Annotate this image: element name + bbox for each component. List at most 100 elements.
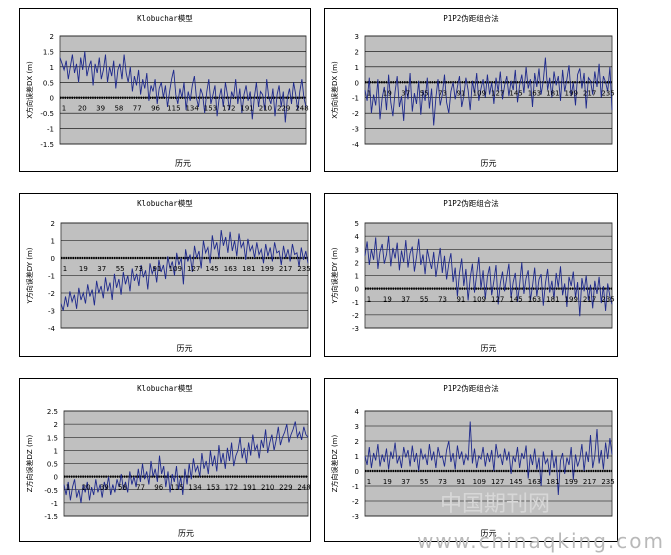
- x-tick-label: 210: [261, 484, 274, 492]
- x-tick-label: 217: [279, 265, 292, 273]
- x-tick-label: 1: [63, 265, 67, 273]
- y-tick-label: 1: [355, 273, 359, 281]
- chart-panel: 2 1.5 1 0.5 0 -0.5 -1 -1.5 1 20 39 58 77 96 115 134 153 1…: [19, 8, 311, 172]
- chart-svg: 2 1.5 1 0.5 0 -0.5 -1 -1.5 1 20 39 58 77 96 115 134 153 1…: [20, 9, 310, 171]
- y-tick-label: -3: [352, 325, 359, 333]
- x-tick-label: 235: [601, 478, 614, 486]
- x-tick-label: 172: [225, 484, 238, 492]
- y-tick-label: -1: [352, 95, 359, 103]
- x-tick-label: 181: [242, 265, 255, 273]
- x-tick-label: 55: [420, 478, 429, 486]
- x-tick-label: 77: [133, 105, 142, 113]
- x-tick-label: 55: [420, 89, 429, 97]
- y-tick-label: 3: [355, 33, 359, 41]
- chart-title: P1P2伪距组合法: [443, 13, 499, 23]
- y-tick-label: 2: [51, 220, 55, 228]
- x-tick-label: 91: [152, 265, 161, 273]
- x-tick-label: 77: [136, 484, 145, 492]
- x-tick-label: 210: [259, 105, 272, 113]
- y-tick-label: 4: [355, 408, 360, 416]
- x-tick-label: 235: [297, 265, 310, 273]
- x-tick-label: 217: [583, 296, 596, 304]
- x-tick-label: 37: [401, 296, 410, 304]
- chart-title: Klobuchar模型: [137, 198, 193, 208]
- chart-svg: 2.5 2 1.5 1 0.5 0 -0.5 -1 -1.5 1 20 39 58 77 96 115 134 1…: [20, 379, 310, 541]
- x-tick-label: 91: [456, 89, 465, 97]
- y-tick-label: 1: [51, 238, 55, 246]
- y-tick-label: 0.5: [43, 79, 54, 87]
- x-tick-label: 217: [583, 478, 596, 486]
- y-tick-label: 2: [355, 48, 359, 56]
- y-tick-label: -2: [48, 290, 55, 298]
- y-tick-label: -2: [352, 498, 359, 506]
- x-tick-label: 199: [261, 265, 274, 273]
- y-tick-label: 2: [355, 438, 359, 446]
- x-tick-label: 39: [96, 105, 105, 113]
- x-axis-label: 历元: [177, 344, 193, 353]
- x-tick-label: 96: [154, 484, 163, 492]
- y-axis-label: Z方向误差DZ (m): [25, 434, 34, 492]
- x-tick-label: 181: [546, 478, 559, 486]
- y-tick-label: 2: [355, 259, 359, 267]
- x-tick-label: 1: [66, 484, 70, 492]
- y-tick-label: 1: [54, 447, 58, 455]
- x-tick-label: 58: [118, 484, 127, 492]
- x-tick-label: 229: [277, 105, 290, 113]
- y-tick-label: -4: [48, 325, 56, 333]
- y-tick-label: -1.5: [40, 141, 54, 149]
- y-tick-label: -3: [48, 308, 55, 316]
- x-tick-label: 235: [601, 89, 614, 97]
- y-tick-label: 1: [355, 453, 359, 461]
- y-axis-label: X方向误差DX (m): [25, 61, 34, 119]
- x-tick-label: 73: [438, 478, 447, 486]
- x-tick-label: 163: [528, 478, 541, 486]
- chart-title: Klobuchar模型: [137, 13, 193, 23]
- x-tick-label: 109: [473, 478, 486, 486]
- x-tick-label: 109: [169, 265, 182, 273]
- y-tick-label: -2: [352, 312, 359, 320]
- x-tick-label: 109: [473, 296, 486, 304]
- x-tick-label: 134: [188, 484, 202, 492]
- y-axis-label: Z方向误差DZ (m): [330, 434, 339, 492]
- x-tick-label: 181: [546, 89, 559, 97]
- y-tick-label: 0: [50, 95, 54, 103]
- x-axis-label: 历元: [481, 159, 497, 168]
- x-tick-label: 39: [100, 484, 109, 492]
- x-tick-label: 20: [78, 105, 87, 113]
- chart-title: P1P2伪距组合法: [443, 198, 499, 208]
- x-tick-label: 19: [79, 265, 88, 273]
- y-tick-label: 1.5: [43, 48, 54, 56]
- chart-title: Klobuchar模型: [137, 383, 193, 393]
- x-tick-label: 19: [383, 89, 392, 97]
- x-tick-label: 145: [509, 478, 522, 486]
- x-tick-label: 1: [367, 89, 371, 97]
- watermark-url: www.chinaqking.com: [417, 529, 665, 553]
- chart-panel: 3 2 1 0 -1 -2 -3 -4 1 19 37 55 73 91 109 127 145 163 181 19…: [324, 8, 618, 172]
- chart-panel: 2.5 2 1.5 1 0.5 0 -0.5 -1 -1.5 1 20 39 58 77 96 115 134 1…: [19, 378, 311, 542]
- x-tick-label: 191: [240, 105, 253, 113]
- x-tick-label: 73: [134, 265, 143, 273]
- x-tick-label: 73: [438, 296, 447, 304]
- x-tick-label: 19: [383, 478, 392, 486]
- y-axis-label: Y方向误差DY (m): [25, 247, 34, 304]
- x-tick-label: 235: [601, 296, 614, 304]
- x-tick-label: 1: [367, 478, 371, 486]
- x-axis-label: 历元: [175, 159, 191, 168]
- x-tick-label: 19: [383, 296, 392, 304]
- x-tick-label: 181: [546, 296, 559, 304]
- x-tick-label: 127: [491, 89, 504, 97]
- x-tick-label: 248: [297, 484, 310, 492]
- x-tick-label: 115: [167, 105, 180, 113]
- x-tick-label: 134: [185, 105, 199, 113]
- y-tick-label: -3: [352, 126, 359, 134]
- y-tick-label: -3: [352, 513, 359, 521]
- chart-panel: 2 1 0 -1 -2 -3 -4 1 19 37 55 73 91 109 127 145 163 181 199…: [19, 193, 311, 357]
- x-tick-label: 96: [151, 105, 160, 113]
- x-tick-label: 191: [243, 484, 256, 492]
- y-tick-label: 4: [355, 233, 360, 241]
- y-tick-label: 0: [54, 474, 58, 482]
- chart-panel: 5 4 3 2 1 0 -1 -2 -3 1 19 37 55 73 91 109 127 145 163 181 19…: [324, 193, 618, 357]
- x-tick-label: 37: [97, 265, 106, 273]
- x-tick-label: 199: [565, 296, 578, 304]
- y-axis-label: Y方向误差DY (m): [330, 247, 339, 304]
